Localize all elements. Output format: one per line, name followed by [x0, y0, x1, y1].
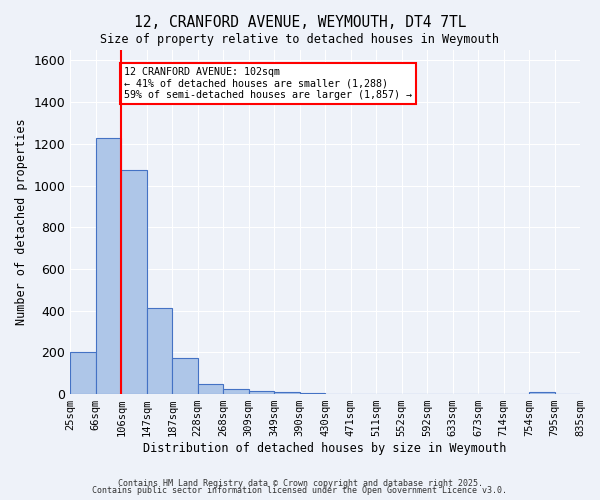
Text: Contains public sector information licensed under the Open Government Licence v3: Contains public sector information licen…: [92, 486, 508, 495]
Bar: [147, 308, 172, 394]
Y-axis label: Number of detached properties: Number of detached properties: [15, 118, 28, 326]
Text: Contains HM Land Registry data © Crown copyright and database right 2025.: Contains HM Land Registry data © Crown c…: [118, 478, 482, 488]
Text: Size of property relative to detached houses in Weymouth: Size of property relative to detached ho…: [101, 32, 499, 46]
Text: 12, CRANFORD AVENUE, WEYMOUTH, DT4 7TL: 12, CRANFORD AVENUE, WEYMOUTH, DT4 7TL: [134, 15, 466, 30]
Bar: [172, 358, 198, 394]
Bar: [299, 393, 325, 394]
Text: 12 CRANFORD AVENUE: 102sqm
← 41% of detached houses are smaller (1,288)
59% of s: 12 CRANFORD AVENUE: 102sqm ← 41% of deta…: [124, 66, 412, 100]
Bar: [248, 391, 274, 394]
Bar: [223, 389, 248, 394]
Bar: [96, 138, 121, 394]
Bar: [529, 392, 554, 394]
Bar: [198, 384, 223, 394]
X-axis label: Distribution of detached houses by size in Weymouth: Distribution of detached houses by size …: [143, 442, 507, 455]
Bar: [121, 170, 147, 394]
Bar: [274, 392, 299, 394]
Bar: [70, 352, 96, 394]
